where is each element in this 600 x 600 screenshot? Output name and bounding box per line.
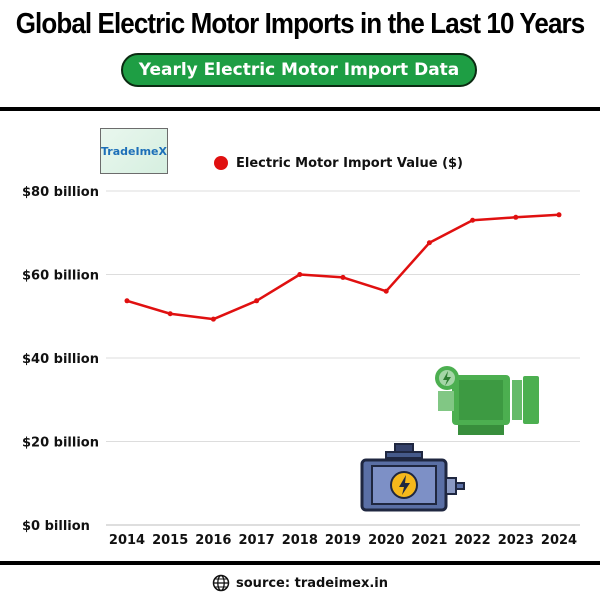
tradeimex-logo: TradeImeX bbox=[100, 128, 168, 174]
bottom-divider bbox=[0, 561, 600, 565]
data-point bbox=[556, 212, 562, 218]
data-point bbox=[167, 311, 173, 317]
legend-label: Electric Motor Import Value ($) bbox=[236, 155, 463, 171]
footer: source: tradeimex.in bbox=[0, 572, 600, 594]
data-point bbox=[340, 274, 346, 280]
data-point bbox=[210, 316, 216, 322]
subtitle-badge: Yearly Electric Motor Import Data bbox=[121, 53, 477, 87]
x-tick-label: 2023 bbox=[498, 533, 534, 548]
x-tick-label: 2024 bbox=[541, 533, 577, 548]
data-point bbox=[124, 298, 130, 304]
y-tick-label: $0 billion bbox=[22, 519, 90, 534]
globe-icon bbox=[212, 574, 230, 592]
subtitle-text: Yearly Electric Motor Import Data bbox=[138, 60, 460, 80]
data-point bbox=[383, 288, 389, 294]
x-tick-label: 2015 bbox=[152, 533, 188, 548]
y-tick-label: $40 billion bbox=[22, 352, 99, 367]
y-tick-label: $80 billion bbox=[22, 185, 99, 200]
blue-motor-icon bbox=[360, 443, 465, 512]
chart-legend: Electric Motor Import Value ($) bbox=[214, 153, 463, 173]
logo-text: TradeImeX bbox=[101, 144, 167, 158]
x-tick-label: 2018 bbox=[282, 533, 318, 548]
x-tick-label: 2014 bbox=[109, 533, 145, 548]
x-tick-label: 2017 bbox=[239, 533, 275, 548]
green-motor-icon bbox=[435, 366, 539, 435]
y-tick-label: $20 billion bbox=[22, 436, 99, 451]
data-point bbox=[426, 240, 432, 246]
x-tick-label: 2019 bbox=[325, 533, 361, 548]
y-tick-label: $60 billion bbox=[22, 269, 99, 284]
x-tick-label: 2020 bbox=[368, 533, 404, 548]
data-point bbox=[297, 272, 303, 277]
source-text: source: tradeimex.in bbox=[236, 575, 388, 591]
x-tick-label: 2021 bbox=[411, 533, 447, 548]
page-title: Global Electric Motor Imports in the Las… bbox=[15, 6, 585, 40]
x-tick-label: 2016 bbox=[195, 533, 231, 548]
data-point bbox=[513, 214, 519, 220]
x-tick-label: 2022 bbox=[455, 533, 491, 548]
legend-marker bbox=[214, 156, 228, 170]
top-divider bbox=[0, 107, 600, 111]
data-point bbox=[254, 298, 260, 304]
series-line bbox=[126, 213, 560, 321]
data-point bbox=[470, 217, 476, 223]
